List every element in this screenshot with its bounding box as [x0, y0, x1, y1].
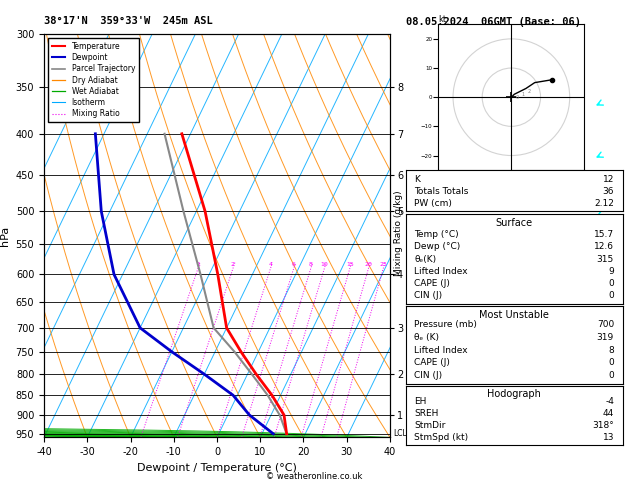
Text: 0: 0 — [516, 95, 519, 100]
Text: Totals Totals: Totals Totals — [415, 187, 469, 196]
Text: CIN (J): CIN (J) — [415, 292, 443, 300]
Text: Mixing Ratio (g/kg): Mixing Ratio (g/kg) — [394, 191, 403, 276]
Text: Surface: Surface — [496, 218, 533, 228]
Text: 2: 2 — [231, 262, 235, 267]
Text: 20: 20 — [364, 262, 372, 267]
Text: Temp (°C): Temp (°C) — [415, 230, 459, 239]
Text: Dewp (°C): Dewp (°C) — [415, 243, 460, 251]
Text: 08.05.2024  06GMT (Base: 06): 08.05.2024 06GMT (Base: 06) — [406, 17, 581, 27]
Text: 0: 0 — [608, 359, 614, 367]
Text: Lifted Index: Lifted Index — [415, 346, 468, 355]
Text: 8: 8 — [309, 262, 313, 267]
Text: © weatheronline.co.uk: © weatheronline.co.uk — [266, 472, 363, 481]
Text: 36: 36 — [603, 187, 614, 196]
Text: 318°: 318° — [593, 421, 614, 430]
Text: CAPE (J): CAPE (J) — [415, 279, 450, 288]
Text: 4: 4 — [269, 262, 272, 267]
Text: 0: 0 — [608, 292, 614, 300]
Text: LCL: LCL — [394, 429, 407, 437]
Text: 44: 44 — [603, 409, 614, 418]
Text: K: K — [415, 175, 420, 184]
Y-axis label: hPa: hPa — [0, 226, 10, 246]
Text: 8: 8 — [608, 346, 614, 355]
Text: PW (cm): PW (cm) — [415, 199, 452, 208]
Text: Pressure (mb): Pressure (mb) — [415, 320, 477, 329]
Text: CAPE (J): CAPE (J) — [415, 359, 450, 367]
Text: StmDir: StmDir — [415, 421, 446, 430]
Text: 319: 319 — [597, 333, 614, 342]
Text: θₑ (K): θₑ (K) — [415, 333, 440, 342]
Text: 1: 1 — [521, 92, 525, 97]
Text: 315: 315 — [597, 255, 614, 263]
Text: kt: kt — [438, 15, 447, 23]
Text: 15: 15 — [346, 262, 353, 267]
Text: 6: 6 — [292, 262, 296, 267]
Text: EH: EH — [415, 397, 426, 406]
Text: 9: 9 — [608, 267, 614, 276]
Y-axis label: km
ASL: km ASL — [420, 226, 437, 245]
Text: 2: 2 — [527, 89, 530, 94]
Text: -4: -4 — [605, 397, 614, 406]
Text: StmSpd (kt): StmSpd (kt) — [415, 433, 469, 442]
Text: CIN (J): CIN (J) — [415, 371, 443, 380]
Text: 700: 700 — [597, 320, 614, 329]
Text: Hodograph: Hodograph — [487, 389, 541, 399]
Text: 15.7: 15.7 — [594, 230, 614, 239]
Text: Lifted Index: Lifted Index — [415, 267, 468, 276]
Text: θₑ(K): θₑ(K) — [415, 255, 437, 263]
Text: 12: 12 — [603, 175, 614, 184]
Text: 0: 0 — [608, 371, 614, 380]
Text: 25: 25 — [379, 262, 387, 267]
Text: Most Unstable: Most Unstable — [479, 310, 549, 320]
Text: 12.6: 12.6 — [594, 243, 614, 251]
Text: 13: 13 — [603, 433, 614, 442]
Text: 1: 1 — [196, 262, 200, 267]
X-axis label: Dewpoint / Temperature (°C): Dewpoint / Temperature (°C) — [137, 463, 297, 473]
Text: 0: 0 — [608, 279, 614, 288]
Text: 38°17'N  359°33'W  245m ASL: 38°17'N 359°33'W 245m ASL — [44, 16, 213, 26]
Legend: Temperature, Dewpoint, Parcel Trajectory, Dry Adiabat, Wet Adiabat, Isotherm, Mi: Temperature, Dewpoint, Parcel Trajectory… — [48, 38, 139, 122]
Text: 2.12: 2.12 — [594, 199, 614, 208]
Text: 10: 10 — [320, 262, 328, 267]
Text: SREH: SREH — [415, 409, 439, 418]
